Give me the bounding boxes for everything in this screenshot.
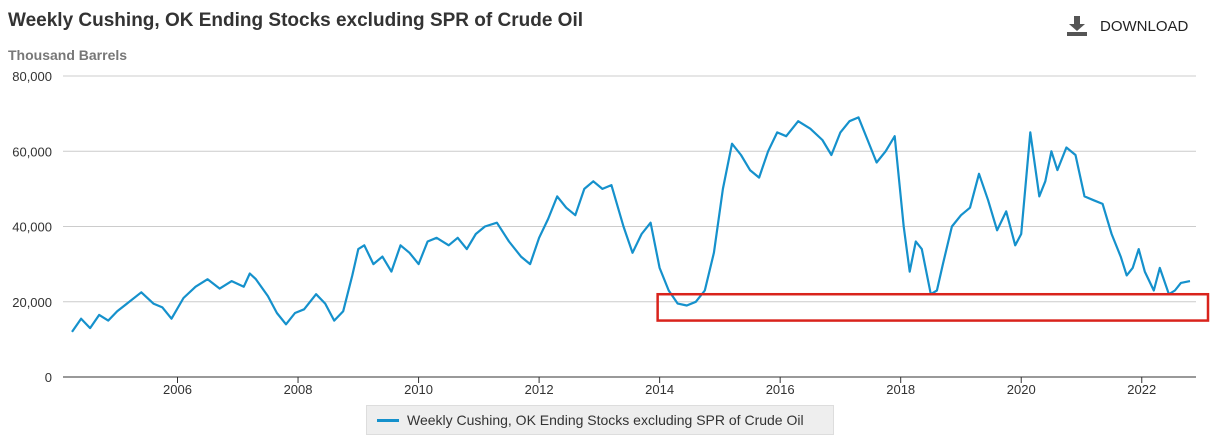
y-axis: 0 20,000 40,000 60,000 80,000 [12, 69, 52, 385]
x-tick-label: 2020 [1007, 382, 1036, 397]
download-label: DOWNLOAD [1100, 17, 1189, 35]
highlight-box [656, 292, 1210, 322]
units-label: Thousand Barrels [8, 47, 128, 63]
series-line [71, 116, 1191, 333]
grid-lines [63, 75, 1196, 378]
x-axis: 2006 2008 2010 2012 2014 2016 2018 2020 2022 [163, 377, 1156, 397]
y-tick-label: 60,000 [12, 144, 52, 159]
chart-title: Weekly Cushing, OK Ending Stocks excludi… [8, 10, 584, 31]
x-tick-label: 2016 [766, 382, 795, 397]
x-tick-label: 2010 [404, 382, 433, 397]
x-tick-label: 2022 [1127, 382, 1156, 397]
x-tick-label: 2018 [886, 382, 915, 397]
legend-label: Weekly Cushing, OK Ending Stocks excludi… [407, 412, 804, 428]
y-tick-label: 20,000 [12, 295, 52, 310]
download-icon [1067, 16, 1087, 36]
download-button[interactable]: DOWNLOAD [1066, 15, 1188, 37]
y-tick-label: 80,000 [12, 69, 52, 84]
x-tick-label: 2012 [525, 382, 554, 397]
y-tick-label: 0 [45, 370, 52, 385]
x-tick-label: 2008 [284, 382, 313, 397]
legend-swatch [377, 418, 399, 422]
y-tick-label: 40,000 [12, 220, 52, 235]
x-tick-label: 2006 [163, 382, 192, 397]
x-tick-label: 2014 [645, 382, 674, 397]
legend[interactable]: Weekly Cushing, OK Ending Stocks excludi… [366, 405, 834, 435]
